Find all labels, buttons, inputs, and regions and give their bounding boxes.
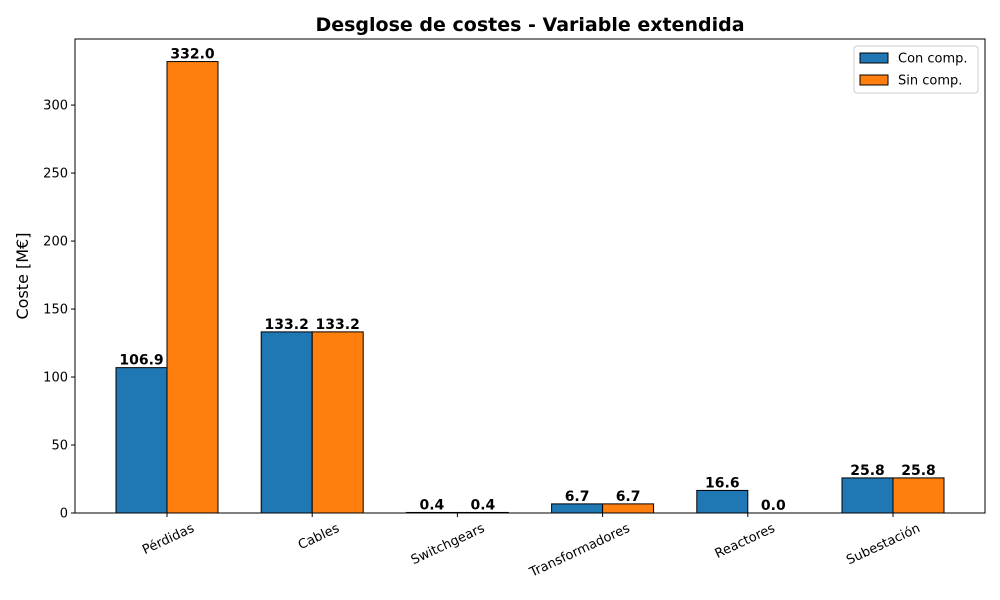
x-tick-label: Switchgears <box>409 521 487 568</box>
bar-pérdidas-series-2 <box>166 61 219 514</box>
bar-pérdidas-series-1 <box>115 367 168 514</box>
data-label: 25.8 <box>901 463 936 479</box>
legend-swatch-series-2 <box>859 74 889 86</box>
bar-cables-series-2 <box>311 331 364 514</box>
data-label: 133.2 <box>265 317 309 333</box>
data-labels-group: 106.9 332.0 133.2 133.2 0.4 0.4 6.7 6.7 16.6 0.0 2… <box>119 47 935 514</box>
data-label: 6.7 <box>565 489 590 505</box>
chart-title: Desglose de costes - Variable extendida <box>315 14 744 36</box>
x-axis: Pérdidas Cables Switchgears Transformadores… <box>140 513 923 581</box>
x-tick-label: Pérdidas <box>140 521 197 558</box>
y-axis-label: Coste [M€] <box>13 233 32 320</box>
bar-transformadores-series-2 <box>602 503 655 514</box>
y-tick-label: 50 <box>51 439 68 454</box>
bar-reactores-series-1 <box>696 489 749 514</box>
x-tick-label: Cables <box>296 521 342 553</box>
x-tick-label: Transformadores <box>527 521 633 581</box>
bar-subestación-series-2 <box>892 477 945 514</box>
data-label: 106.9 <box>119 353 163 369</box>
data-label: 332.0 <box>170 47 215 63</box>
legend-swatch-series-1 <box>859 52 889 64</box>
y-tick-label: 250 <box>43 167 68 182</box>
y-tick-label: 0 <box>60 507 68 522</box>
x-tick-label: Subestación <box>844 521 922 568</box>
plot-frame <box>74 38 986 514</box>
data-label: 6.7 <box>616 489 641 505</box>
y-tick-label: 150 <box>43 303 68 318</box>
data-label: 0.4 <box>419 497 444 513</box>
data-label: 0.0 <box>761 498 786 514</box>
data-label: 16.6 <box>705 475 740 491</box>
x-tick-label: Reactores <box>713 521 778 562</box>
data-label: 0.4 <box>470 497 495 513</box>
y-tick-label: 300 <box>43 99 68 114</box>
bar-cables-series-1 <box>260 331 313 514</box>
bar-subestación-series-1 <box>841 477 894 514</box>
legend-label-series-2: Sin comp. <box>898 74 962 89</box>
data-label: 133.2 <box>316 317 360 333</box>
y-tick-label: 100 <box>43 371 68 386</box>
data-label: 25.8 <box>850 463 885 479</box>
y-tick-label: 200 <box>43 235 68 250</box>
bar-transformadores-series-1 <box>551 503 604 514</box>
legend-label-series-1: Con comp. <box>898 52 968 67</box>
legend: Con comp. Sin comp. <box>853 45 979 94</box>
bars-group <box>115 61 945 514</box>
y-axis: 0 50 100 150 200 250 300 <box>43 99 75 522</box>
